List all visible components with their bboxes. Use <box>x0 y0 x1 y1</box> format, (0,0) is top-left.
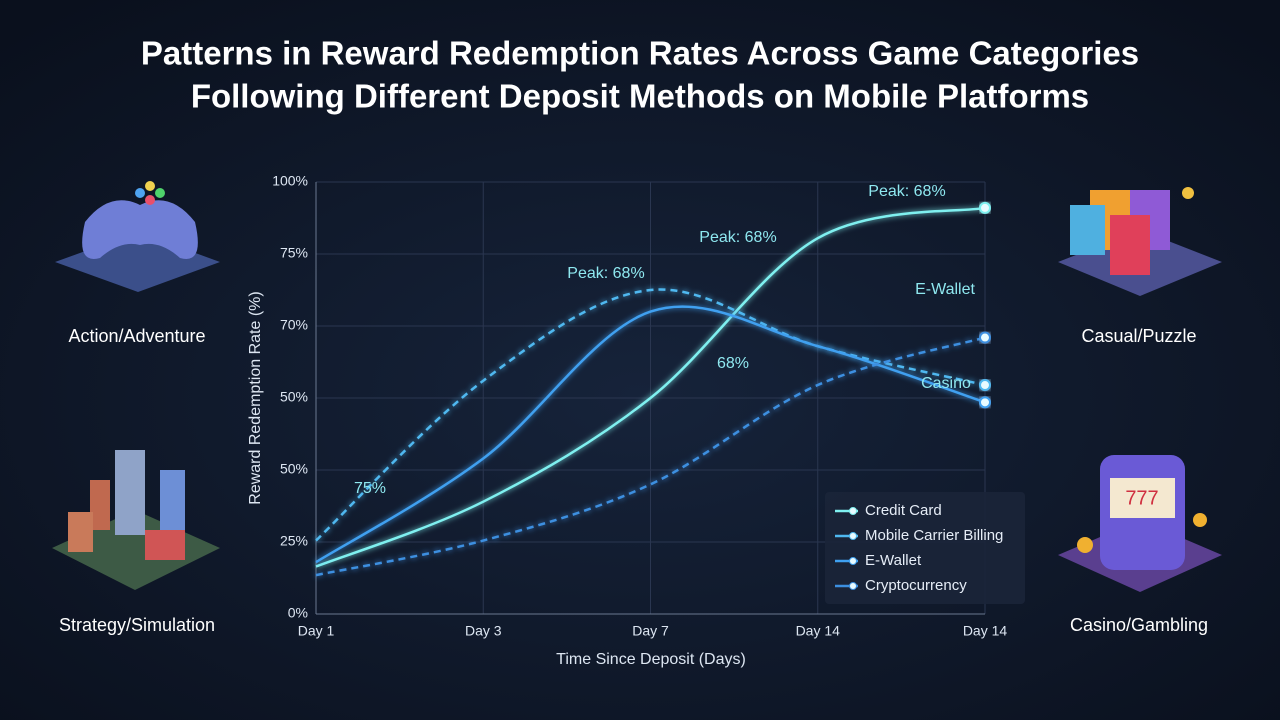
legend: Credit Card Mobile Carrier Billing E-Walle… <box>825 492 1025 604</box>
legend-label: Cryptocurrency <box>865 577 967 594</box>
end-point <box>979 331 991 344</box>
x-tick-label: Day 14 <box>796 623 841 639</box>
line <box>315 288 986 542</box>
annotation: Casino <box>921 375 971 392</box>
icon-puzzle <box>1058 187 1222 296</box>
legend-label: E-Wallet <box>865 552 922 569</box>
category-label: Action/Adventure <box>68 326 205 346</box>
svg-text:777: 777 <box>1125 487 1158 509</box>
y-tick-label: 50% <box>280 389 308 405</box>
icon-gamepad <box>55 181 220 292</box>
y-tick-label: 75% <box>280 245 308 261</box>
x-tick-label: Day 1 <box>298 623 335 639</box>
end-point <box>979 396 991 409</box>
annotation: Peak: 68% <box>868 183 945 200</box>
x-axis-label: Time Since Deposit (Days) <box>556 651 746 668</box>
icon-slot-machine: 777 <box>1058 455 1222 592</box>
legend-dot <box>849 582 857 590</box>
x-tick-label: Day 14 <box>963 623 1008 639</box>
line <box>315 336 986 577</box>
legend-dot <box>849 507 857 515</box>
x-tick-label: Day 7 <box>632 623 669 639</box>
end-point <box>979 201 991 214</box>
legend-label: Mobile Carrier Billing <box>865 527 1003 544</box>
icon-city <box>52 450 220 590</box>
y-tick-label: 70% <box>280 317 308 333</box>
legend-dot <box>849 557 857 565</box>
y-tick-label: 0% <box>288 605 308 621</box>
line <box>315 305 986 564</box>
y-axis-label: Reward Redemption Rate (%) <box>247 291 264 504</box>
legend-box <box>825 492 1025 604</box>
y-tick-label: 100% <box>272 173 308 189</box>
category-label: Casual/Puzzle <box>1081 326 1196 346</box>
annotation: 75% <box>354 480 386 497</box>
category-label: Casino/Gambling <box>1070 615 1208 635</box>
y-tick-label: 50% <box>280 461 308 477</box>
legend-label: Credit Card <box>865 502 942 519</box>
chart-title: Patterns in Reward Redemption Rates Acro… <box>141 35 1139 72</box>
line <box>315 206 986 568</box>
chart-subtitle: Following Different Deposit Methods on M… <box>191 78 1089 115</box>
annotation: 68% <box>717 355 749 372</box>
category-label: Strategy/Simulation <box>59 615 215 635</box>
annotation: Peak: 68% <box>567 265 644 282</box>
annotation: E-Wallet <box>915 281 975 298</box>
y-tick-label: 25% <box>280 533 308 549</box>
x-tick-label: Day 3 <box>465 623 502 639</box>
end-point <box>979 379 991 392</box>
legend-dot <box>849 532 857 540</box>
annotation: Peak: 68% <box>699 229 776 246</box>
